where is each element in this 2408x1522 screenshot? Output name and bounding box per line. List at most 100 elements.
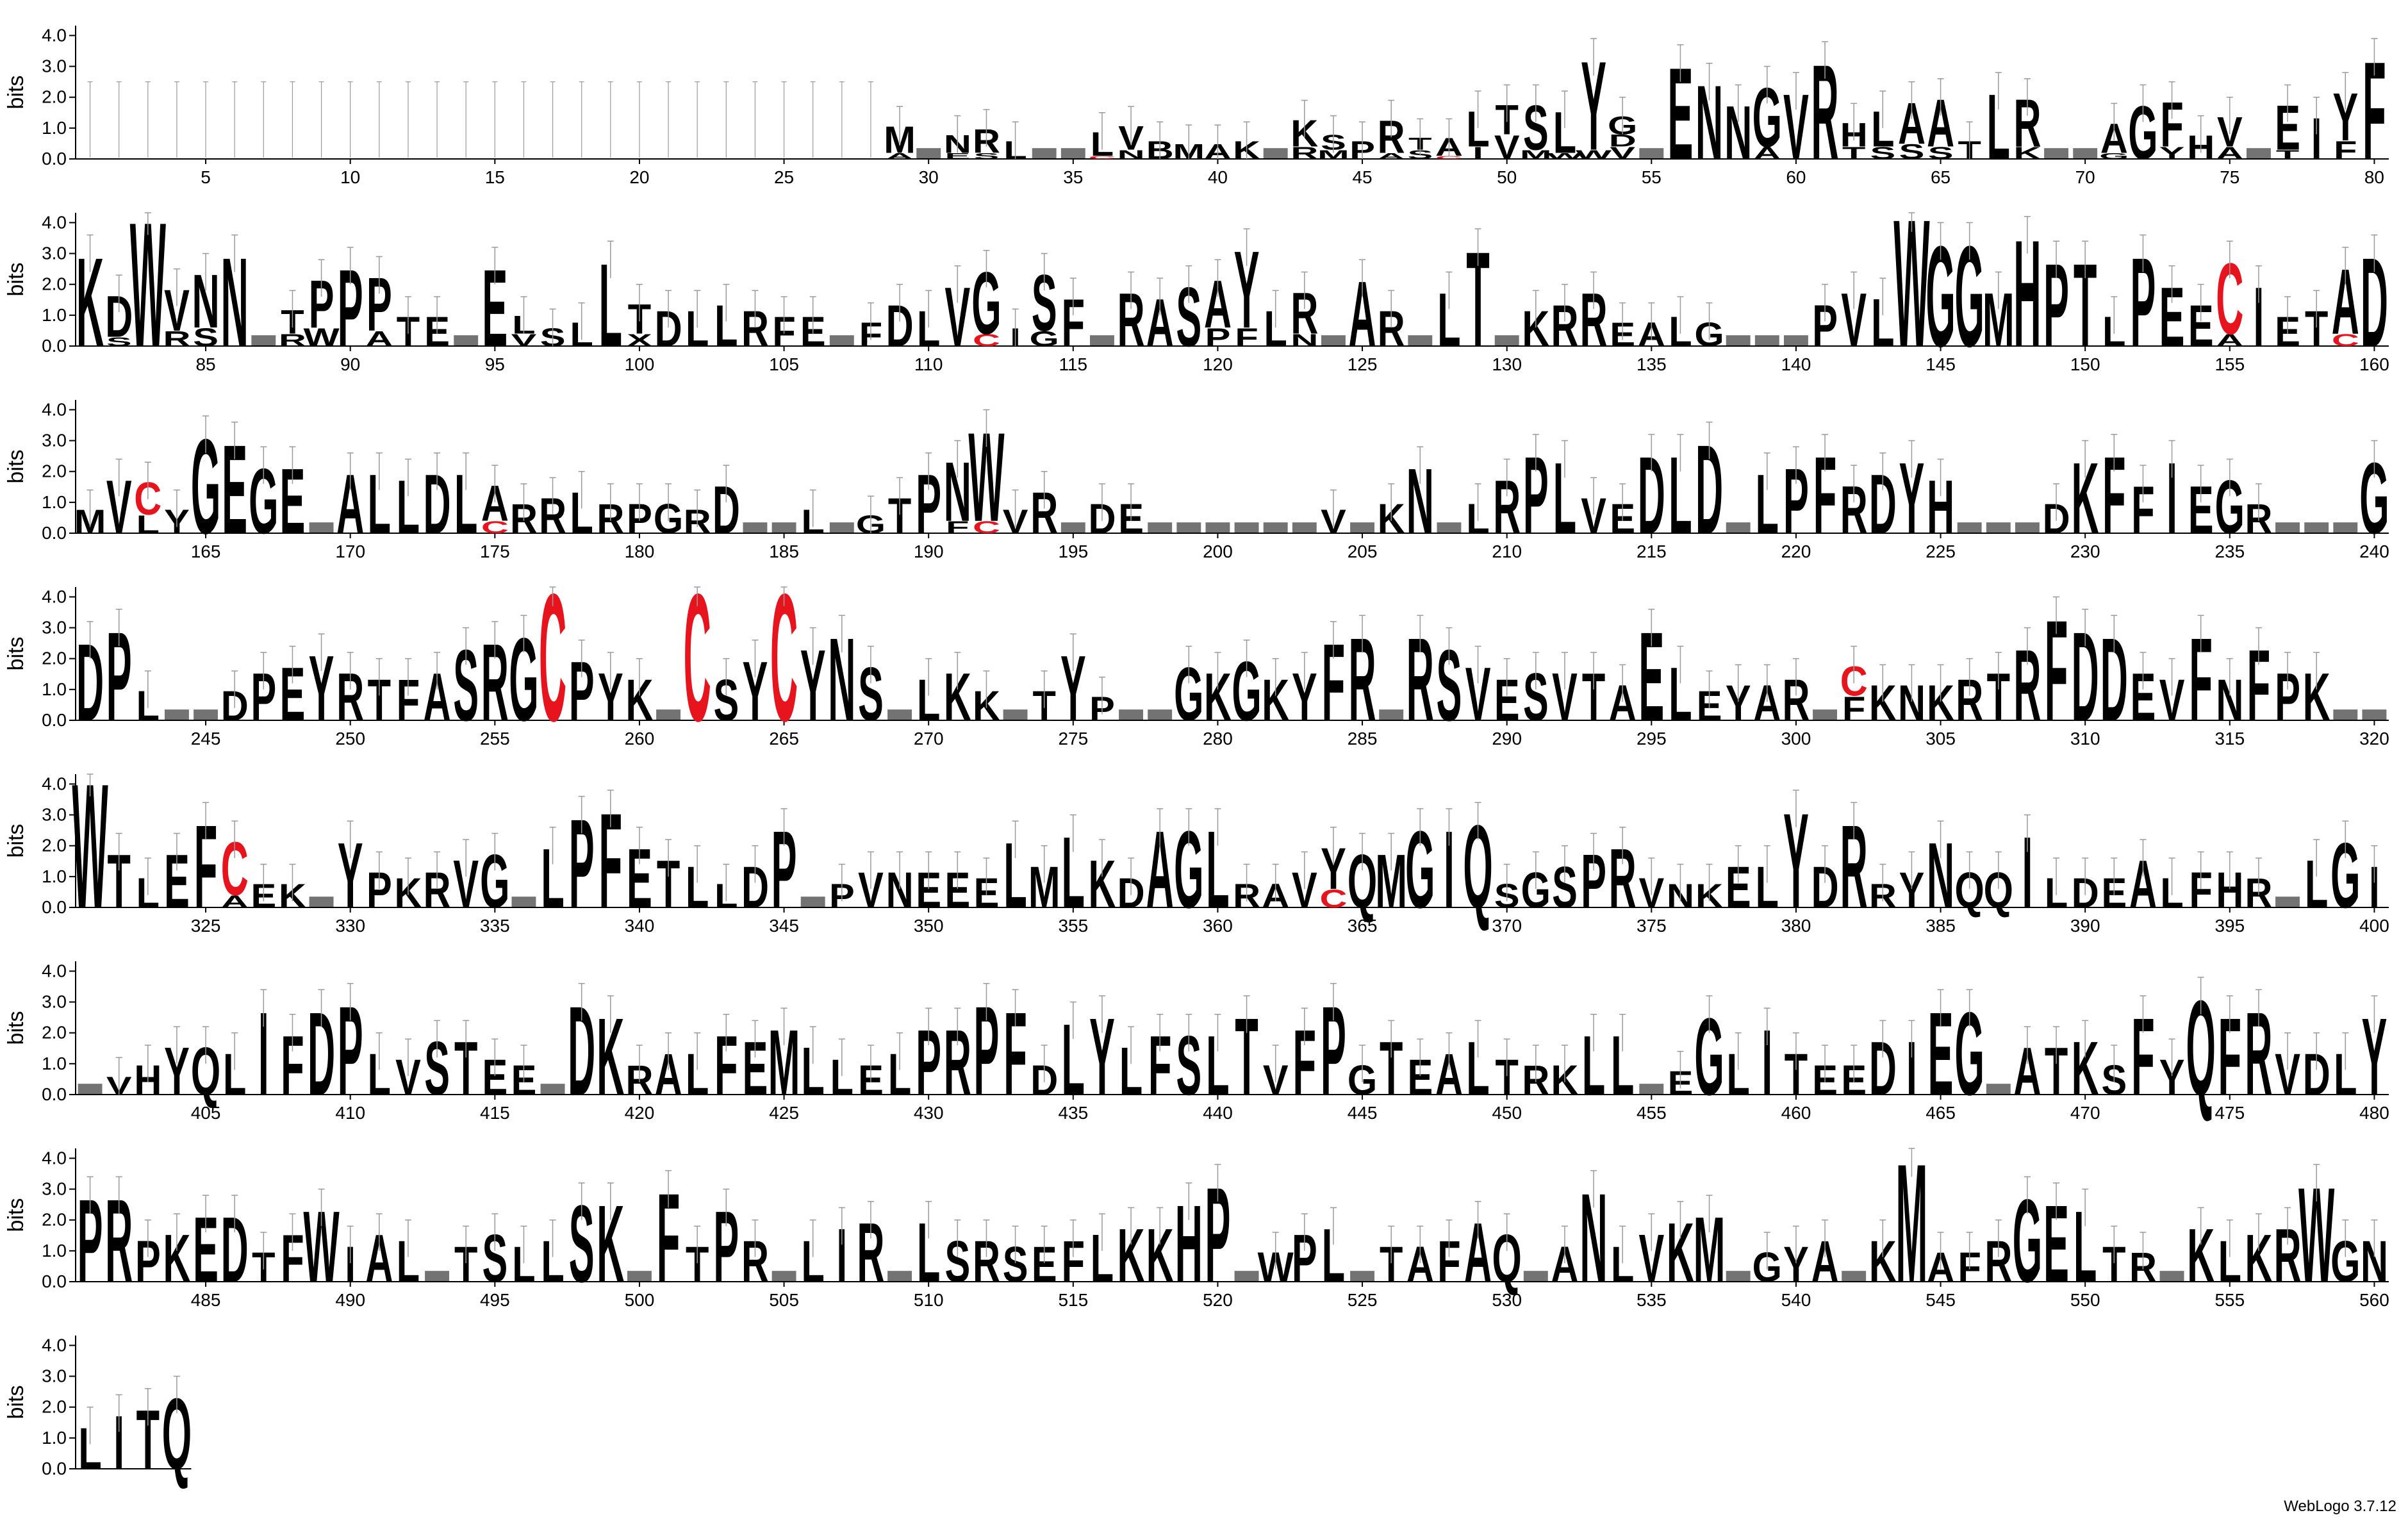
x-tick-label: 85 (195, 354, 215, 374)
y-tick-label: 2.0 (42, 836, 67, 856)
y-tick-label: 1.0 (42, 118, 67, 138)
y-axis-label: bits (4, 263, 28, 297)
x-tick-label: 110 (914, 354, 943, 374)
x-tick-label: 380 (1781, 916, 1811, 936)
residue-C: C (1088, 155, 1116, 160)
residue-stack (1437, 522, 1462, 533)
residue-stack (1148, 709, 1173, 720)
residue-G: G (1030, 327, 1059, 351)
y-tick-label: 3.0 (42, 431, 67, 451)
residue-S: S (193, 323, 219, 352)
residue-A: A (2216, 144, 2243, 163)
x-tick-label: 30 (919, 167, 939, 187)
x-tick-label: 495 (480, 1290, 510, 1310)
x-tick-label: 75 (2220, 167, 2239, 187)
x-tick-label: 320 (2359, 729, 2389, 749)
x-tick-label: 230 (2070, 542, 2100, 561)
x-tick-label: 305 (1926, 729, 1956, 749)
x-tick-label: 295 (1637, 729, 1667, 749)
y-tick-label: 4.0 (42, 586, 67, 606)
residue-S: S (1870, 144, 1895, 163)
residue-stack (829, 335, 854, 346)
residue-stack (1639, 148, 1664, 159)
x-tick-label: 205 (1348, 542, 1378, 561)
x-tick-label: 130 (1492, 354, 1522, 374)
residue-D: D (1609, 131, 1637, 151)
x-tick-label: 525 (1348, 1290, 1378, 1310)
x-tick-label: 550 (2070, 1290, 2100, 1310)
y-axis-label: bits (4, 637, 28, 671)
x-tick-label: 220 (1781, 542, 1811, 561)
residue-stack (1783, 335, 1808, 346)
y-tick-label: 1.0 (42, 1428, 67, 1448)
residue-stack (1726, 1271, 1751, 1282)
x-tick-label: 475 (2214, 1103, 2245, 1123)
x-tick-label: 445 (1348, 1103, 1378, 1123)
x-tick-label: 345 (769, 916, 799, 936)
residue-F: F (2334, 136, 2357, 165)
x-tick-label: 160 (2359, 354, 2389, 374)
x-tick-label: 400 (2359, 916, 2389, 936)
residue-C: C (973, 331, 1000, 350)
y-tick-label: 1.0 (42, 492, 67, 512)
x-tick-label: 65 (1931, 167, 1950, 187)
x-tick-label: 140 (1781, 354, 1811, 374)
y-axis-label: bits (4, 1198, 28, 1232)
y-tick-label: 2.0 (42, 649, 67, 668)
x-tick-label: 60 (1786, 167, 1806, 187)
x-tick-label: 275 (1058, 729, 1088, 749)
residue-stack (2044, 148, 2069, 159)
y-tick-label: 4.0 (42, 399, 67, 419)
x-tick-label: 35 (1063, 167, 1083, 187)
residue-stack (916, 148, 941, 159)
residue-W: W (1576, 148, 1612, 162)
residue-stack (1523, 1271, 1548, 1282)
x-tick-label: 335 (480, 916, 510, 936)
x-tick-label: 460 (1781, 1103, 1811, 1123)
y-tick-label: 2.0 (42, 1210, 67, 1230)
residue-N: N (1117, 148, 1145, 162)
x-tick-label: 450 (1492, 1103, 1522, 1123)
x-tick-label: 395 (2214, 916, 2245, 936)
x-tick-label: 55 (1642, 167, 1662, 187)
residue-I: I (1906, 1026, 1917, 1111)
y-tick-label: 0.0 (42, 1271, 67, 1291)
residue-R: R (279, 331, 306, 350)
y-axis-label: bits (4, 824, 28, 858)
residue-W: W (303, 323, 340, 352)
residue-stack (1813, 709, 1838, 720)
residue-stack (1060, 522, 1085, 533)
y-tick-label: 2.0 (42, 461, 67, 481)
residue-I: I (1762, 1011, 1773, 1114)
residue-stack (627, 1271, 652, 1282)
residue-stack (1263, 148, 1288, 159)
x-tick-label: 355 (1058, 916, 1088, 936)
y-tick-label: 3.0 (42, 992, 67, 1012)
residue-I: I (2369, 855, 2380, 920)
x-tick-label: 155 (2214, 354, 2245, 374)
x-tick-label: 265 (769, 729, 799, 749)
x-tick-label: 245 (191, 729, 221, 749)
residue-stack (1842, 1271, 1867, 1282)
residue-stack (1263, 522, 1288, 533)
residue-I: I (1444, 809, 1455, 931)
x-tick-label: 10 (340, 167, 360, 187)
x-tick-label: 15 (485, 167, 505, 187)
x-tick-label: 500 (625, 1290, 655, 1310)
x-tick-label: 520 (1203, 1290, 1233, 1310)
y-tick-label: 2.0 (42, 274, 67, 294)
x-tick-label: 5 (201, 167, 211, 187)
residue-K: K (2013, 144, 2041, 163)
residue-V: V (511, 331, 537, 350)
residue-I: I (258, 988, 269, 1120)
y-tick-label: 3.0 (42, 805, 67, 825)
residue-A: A (365, 327, 393, 351)
residue-stack (2015, 522, 2040, 533)
residue-stack (454, 335, 479, 346)
residue-R: R (163, 327, 190, 351)
x-tick-label: 480 (2359, 1103, 2389, 1123)
x-tick-label: 365 (1348, 916, 1378, 936)
